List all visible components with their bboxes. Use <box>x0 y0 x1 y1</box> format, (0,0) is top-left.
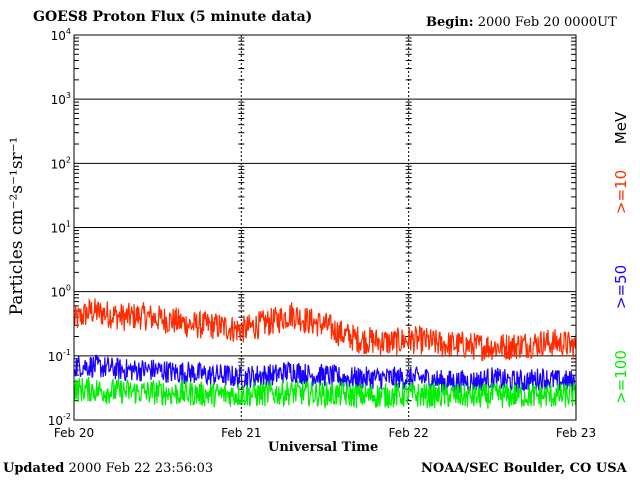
credit-line: NOAA/SEC Boulder, CO USA <box>421 461 627 476</box>
begin-time: Begin: 2000 Feb 20 0000UT <box>426 15 617 30</box>
y-tick-label-3: 101 <box>51 220 71 236</box>
series-line-1 <box>73 354 577 393</box>
x-tick-label-3: Feb 23 <box>556 426 596 440</box>
x-tick-label-0: Feb 20 <box>54 426 94 440</box>
y-tick-label-0: 104 <box>51 27 71 43</box>
series-line-0 <box>73 298 577 362</box>
x-tick-label-2: Feb 22 <box>388 426 428 440</box>
series-line-2 <box>73 376 577 410</box>
y-tick-label-2: 102 <box>51 155 71 171</box>
updated-label: Updated <box>3 461 65 476</box>
y-tick-label-1: 103 <box>51 91 71 107</box>
begin-label: Begin: <box>426 15 474 30</box>
plot-frame <box>73 34 577 421</box>
chart-title: GOES8 Proton Flux (5 minute data) <box>33 9 313 25</box>
y-tick-label-4: 100 <box>51 284 71 300</box>
updated-timestamp: Updated 2000 Feb 22 23:56:03 <box>3 461 213 476</box>
y-tick-label-5: 10-1 <box>48 348 71 364</box>
y-tick-label-6: 10-2 <box>48 412 71 428</box>
begin-value: 2000 Feb 20 0000UT <box>477 15 617 30</box>
updated-value: 2000 Feb 22 23:56:03 <box>68 461 214 476</box>
x-axis-label: Universal Time <box>268 440 379 455</box>
x-tick-label-1: Feb 21 <box>221 426 261 440</box>
